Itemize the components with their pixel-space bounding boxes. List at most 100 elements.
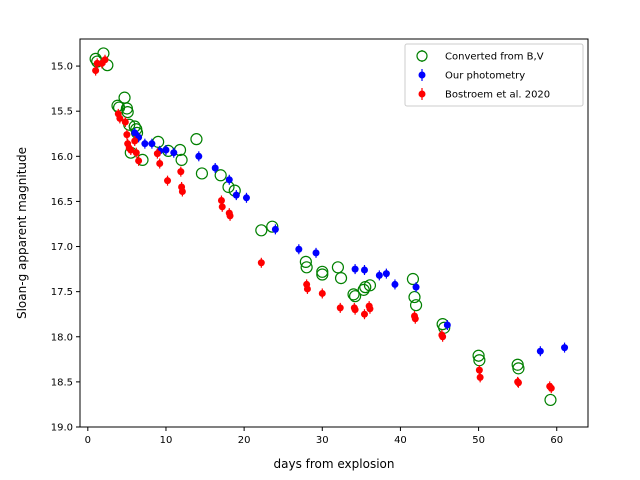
data-point bbox=[121, 105, 134, 119]
data-point bbox=[299, 255, 312, 268]
x-tick-label: 50 bbox=[472, 435, 485, 446]
data-point bbox=[408, 290, 421, 304]
data-point bbox=[349, 290, 362, 303]
data-point bbox=[360, 266, 368, 274]
data-point bbox=[131, 137, 139, 145]
x-tick-label: 20 bbox=[238, 435, 251, 446]
data-point bbox=[153, 150, 161, 158]
legend-marker bbox=[416, 50, 428, 62]
data-point bbox=[409, 299, 423, 312]
legend-entry: Our photometry bbox=[418, 69, 525, 82]
y-tick-label: 16.5 bbox=[51, 197, 73, 208]
data-point bbox=[164, 177, 172, 185]
data-point bbox=[226, 212, 234, 220]
data-point bbox=[255, 224, 268, 237]
data-point bbox=[475, 366, 483, 374]
data-point bbox=[406, 272, 420, 286]
data-point bbox=[514, 379, 522, 387]
data-point bbox=[536, 347, 544, 355]
data-point bbox=[225, 176, 233, 184]
data-point bbox=[316, 268, 329, 281]
y-tick-label: 17.5 bbox=[51, 287, 73, 298]
data-point bbox=[412, 283, 420, 291]
data-point bbox=[141, 140, 149, 148]
y-axis-label: Sloan-g apparent magnitude bbox=[15, 147, 29, 319]
data-point bbox=[382, 270, 390, 278]
axes-frame bbox=[79, 38, 589, 428]
y-tick-label: 18.5 bbox=[51, 377, 73, 388]
legend-box bbox=[404, 43, 584, 107]
data-point bbox=[211, 164, 219, 172]
data-point bbox=[131, 129, 139, 137]
legend-entries: Converted from B,V Our photometry Bostroem… bbox=[416, 50, 550, 101]
legend: Converted from B,V Our photometry Bostroem… bbox=[404, 43, 584, 107]
data-point bbox=[360, 310, 368, 318]
y-tick-label: 15.0 bbox=[51, 62, 73, 73]
data-point bbox=[300, 261, 313, 274]
legend-marker bbox=[418, 71, 426, 79]
data-point bbox=[472, 349, 485, 362]
data-point bbox=[92, 67, 100, 75]
data-point bbox=[156, 160, 164, 168]
x-tick-label: 30 bbox=[316, 435, 329, 446]
y-tick-label: 19.0 bbox=[51, 423, 73, 434]
data-point bbox=[170, 149, 178, 157]
legend-label: Our photometry bbox=[445, 71, 525, 82]
legend-label: Bostroem et al. 2020 bbox=[445, 90, 550, 101]
data-point bbox=[175, 153, 188, 167]
y-tick-label: 18.0 bbox=[51, 332, 73, 343]
x-tick-label: 0 bbox=[85, 435, 91, 446]
series-converted-from-b-v bbox=[89, 47, 557, 407]
data-point bbox=[316, 265, 329, 278]
legend-label: Converted from B,V bbox=[445, 52, 544, 63]
data-point bbox=[351, 265, 359, 273]
series-our-photometry bbox=[131, 127, 569, 357]
data-point bbox=[295, 245, 303, 253]
data-point bbox=[217, 197, 225, 205]
data-point bbox=[544, 393, 557, 407]
data-point bbox=[391, 280, 399, 288]
data-point bbox=[512, 362, 525, 375]
data-point bbox=[218, 203, 226, 211]
y-tick-label: 17.0 bbox=[51, 242, 73, 253]
series-bostroem-et-al-2020 bbox=[92, 54, 555, 394]
data-point bbox=[232, 191, 240, 199]
legend-entry: Bostroem et al. 2020 bbox=[418, 88, 550, 101]
data-point bbox=[561, 344, 569, 352]
data-point bbox=[178, 187, 186, 195]
y-tick-label: 16.0 bbox=[51, 152, 73, 163]
x-tick-label: 10 bbox=[160, 435, 173, 446]
data-point bbox=[411, 315, 419, 323]
data-point bbox=[547, 384, 555, 392]
y-tick-label: 15.5 bbox=[51, 107, 73, 118]
x-tick-label: 60 bbox=[550, 435, 563, 446]
data-point bbox=[266, 220, 279, 233]
data-point bbox=[116, 114, 124, 122]
data-point bbox=[271, 225, 279, 233]
data-points bbox=[89, 47, 569, 407]
data-point bbox=[366, 305, 374, 313]
data-point bbox=[148, 140, 156, 148]
data-point bbox=[375, 271, 383, 279]
data-point bbox=[177, 168, 185, 176]
data-point bbox=[312, 249, 320, 257]
legend-marker bbox=[418, 90, 426, 98]
data-point bbox=[195, 152, 203, 160]
data-point bbox=[357, 283, 370, 296]
data-point bbox=[334, 272, 348, 285]
data-point bbox=[162, 146, 170, 154]
data-point bbox=[135, 157, 143, 165]
data-point bbox=[257, 259, 265, 267]
data-point bbox=[123, 131, 131, 139]
data-point bbox=[242, 194, 250, 202]
axis-ticks: 0 10 20 30 40 50 60 15.0 15.5 16.0 16.5 17.0 17.5 18.… bbox=[51, 62, 563, 446]
data-point bbox=[190, 133, 203, 146]
data-point bbox=[336, 304, 344, 312]
legend-entry: Converted from B,V bbox=[416, 50, 544, 63]
x-tick-label: 40 bbox=[394, 435, 407, 446]
data-point bbox=[303, 285, 311, 293]
data-point bbox=[127, 146, 135, 154]
data-point bbox=[195, 167, 209, 180]
data-point bbox=[331, 261, 345, 274]
